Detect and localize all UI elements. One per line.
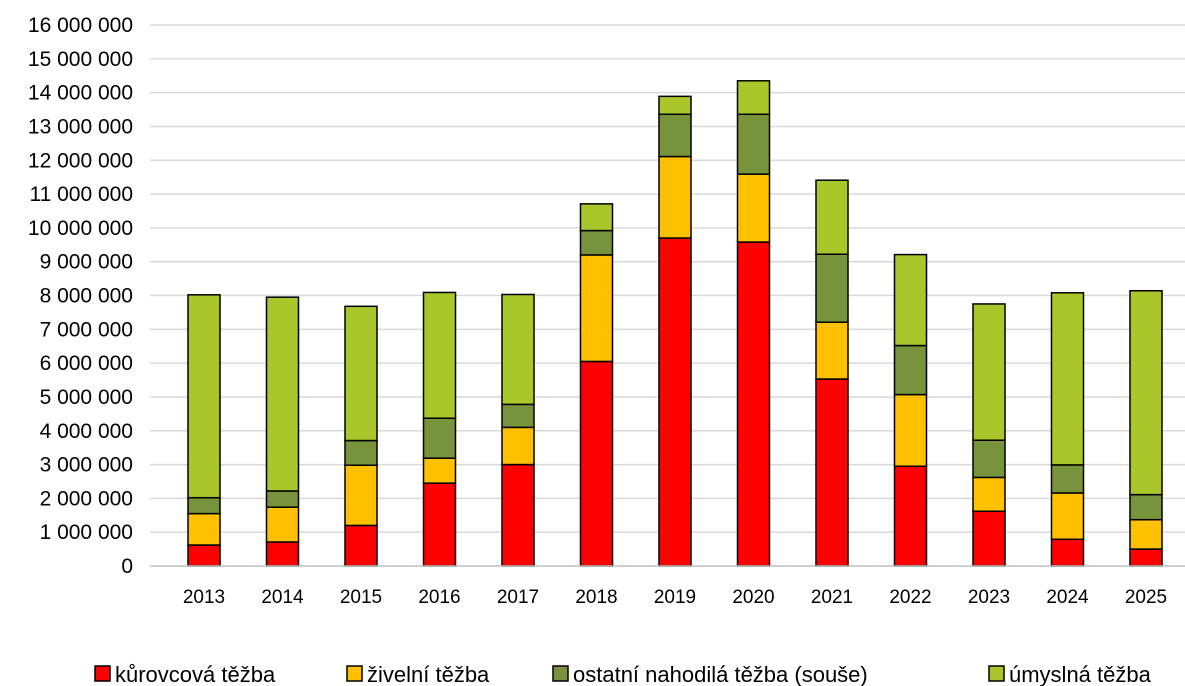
y-tick-label: 3 000 000 [40,454,133,477]
legend-label: kůrovcová těžba [115,662,276,686]
bar-segment [187,496,221,515]
x-tick-label: 2021 [811,587,853,608]
bar-segment [815,378,849,567]
bar-segment [265,541,300,567]
y-tick-label: 16 000 000 [28,14,133,37]
bar-segment [579,203,614,232]
bar-segment [501,463,535,567]
legend-label: živelní těžba [367,662,490,686]
y-axis-tick-labels: 0 1 000 000 2 000 000 3 000 000 4 000 000 5 0… [28,14,133,578]
x-tick-label: 2015 [340,587,382,608]
legend: kůrovcová těžba živelní těžba ostatní naho… [94,662,1152,686]
bar-segment [736,80,771,116]
bar-segment [344,524,378,567]
legend-swatch [552,665,569,682]
x-tick-label: 2013 [183,587,225,608]
bar-segment [1129,290,1163,496]
legend-label: úmyslná těžba [1009,662,1152,686]
y-tick-label: 12 000 000 [28,149,133,172]
bar-segment [736,173,771,243]
bar-segment [736,113,771,175]
bar-segment [1050,538,1085,567]
bar-segment [579,360,614,567]
bar-segment [344,439,378,466]
bar-segment [187,544,221,567]
x-tick-label: 2014 [261,587,304,608]
bar-segment [1050,464,1085,494]
x-tick-label: 2019 [654,587,696,608]
bar-segment [579,254,614,363]
y-tick-label: 10 000 000 [28,217,133,240]
x-tick-label: 2016 [418,587,460,608]
x-tick-label: 2024 [1046,587,1089,608]
bar-segment [893,393,928,468]
bar-segment [265,490,300,508]
bar-segment [658,155,692,239]
bar-segment [265,296,300,492]
bar-segment [972,476,1006,512]
bar-segment [658,95,692,116]
bar-segment [422,291,457,419]
bar-segment [658,113,692,158]
bar-segment [344,464,378,527]
bar-segment [501,403,535,429]
bar-segment [265,506,300,543]
y-tick-label: 8 000 000 [40,285,133,308]
bar-segment [972,510,1006,567]
y-tick-label: 9 000 000 [40,251,133,274]
bar-segment [501,426,535,466]
y-tick-label: 15 000 000 [28,48,133,71]
y-tick-label: 4 000 000 [40,420,133,443]
y-tick-label: 0 [121,555,133,578]
x-tick-label: 2025 [1125,587,1167,608]
bar-segment [1050,292,1085,466]
legend-swatch [94,665,111,682]
bar-segment [422,482,457,567]
x-axis-tick-labels: 2013 2014 2015 2016 2017 2018 2019 2020 2021 2022… [183,587,1167,608]
bar-segment [579,229,614,256]
x-tick-label: 2022 [889,587,931,608]
y-tick-label: 13 000 000 [28,115,133,138]
bar-segment [893,344,928,396]
x-tick-label: 2017 [497,587,539,608]
bar-segment [893,253,928,347]
bar-segment [501,293,535,406]
bar-segment [736,241,771,567]
legend-swatch [988,665,1005,682]
y-tick-label: 7 000 000 [40,318,133,341]
x-tick-label: 2023 [968,587,1010,608]
bar-segment [422,417,457,459]
y-tick-label: 14 000 000 [28,82,133,105]
bars [187,80,1163,567]
legend-label: ostatní nahodilá těžba (souše) [573,662,868,686]
bar-segment [187,294,221,499]
bar-segment [972,439,1006,479]
bar-segment [344,305,378,442]
legend-swatch [346,665,363,682]
bar-segment [1129,518,1163,550]
y-tick-label: 5 000 000 [40,386,133,409]
bar-segment [815,253,849,323]
bar-segment [1050,492,1085,541]
y-tick-label: 11 000 000 [29,183,133,206]
x-tick-label: 2018 [575,587,617,608]
bar-segment [815,179,849,255]
x-tick-label: 2020 [732,587,774,608]
bar-segment [893,465,928,567]
bar-segment [972,303,1006,441]
bar-segment [1129,548,1163,567]
bar-segment [658,237,692,567]
bar-segment [1129,493,1163,521]
y-tick-label: 1 000 000 [40,521,133,544]
bar-segment [187,512,221,546]
bar-segment [815,321,849,380]
y-tick-label: 6 000 000 [40,352,133,375]
bar-segment [422,457,457,484]
y-tick-label: 2 000 000 [40,487,133,510]
